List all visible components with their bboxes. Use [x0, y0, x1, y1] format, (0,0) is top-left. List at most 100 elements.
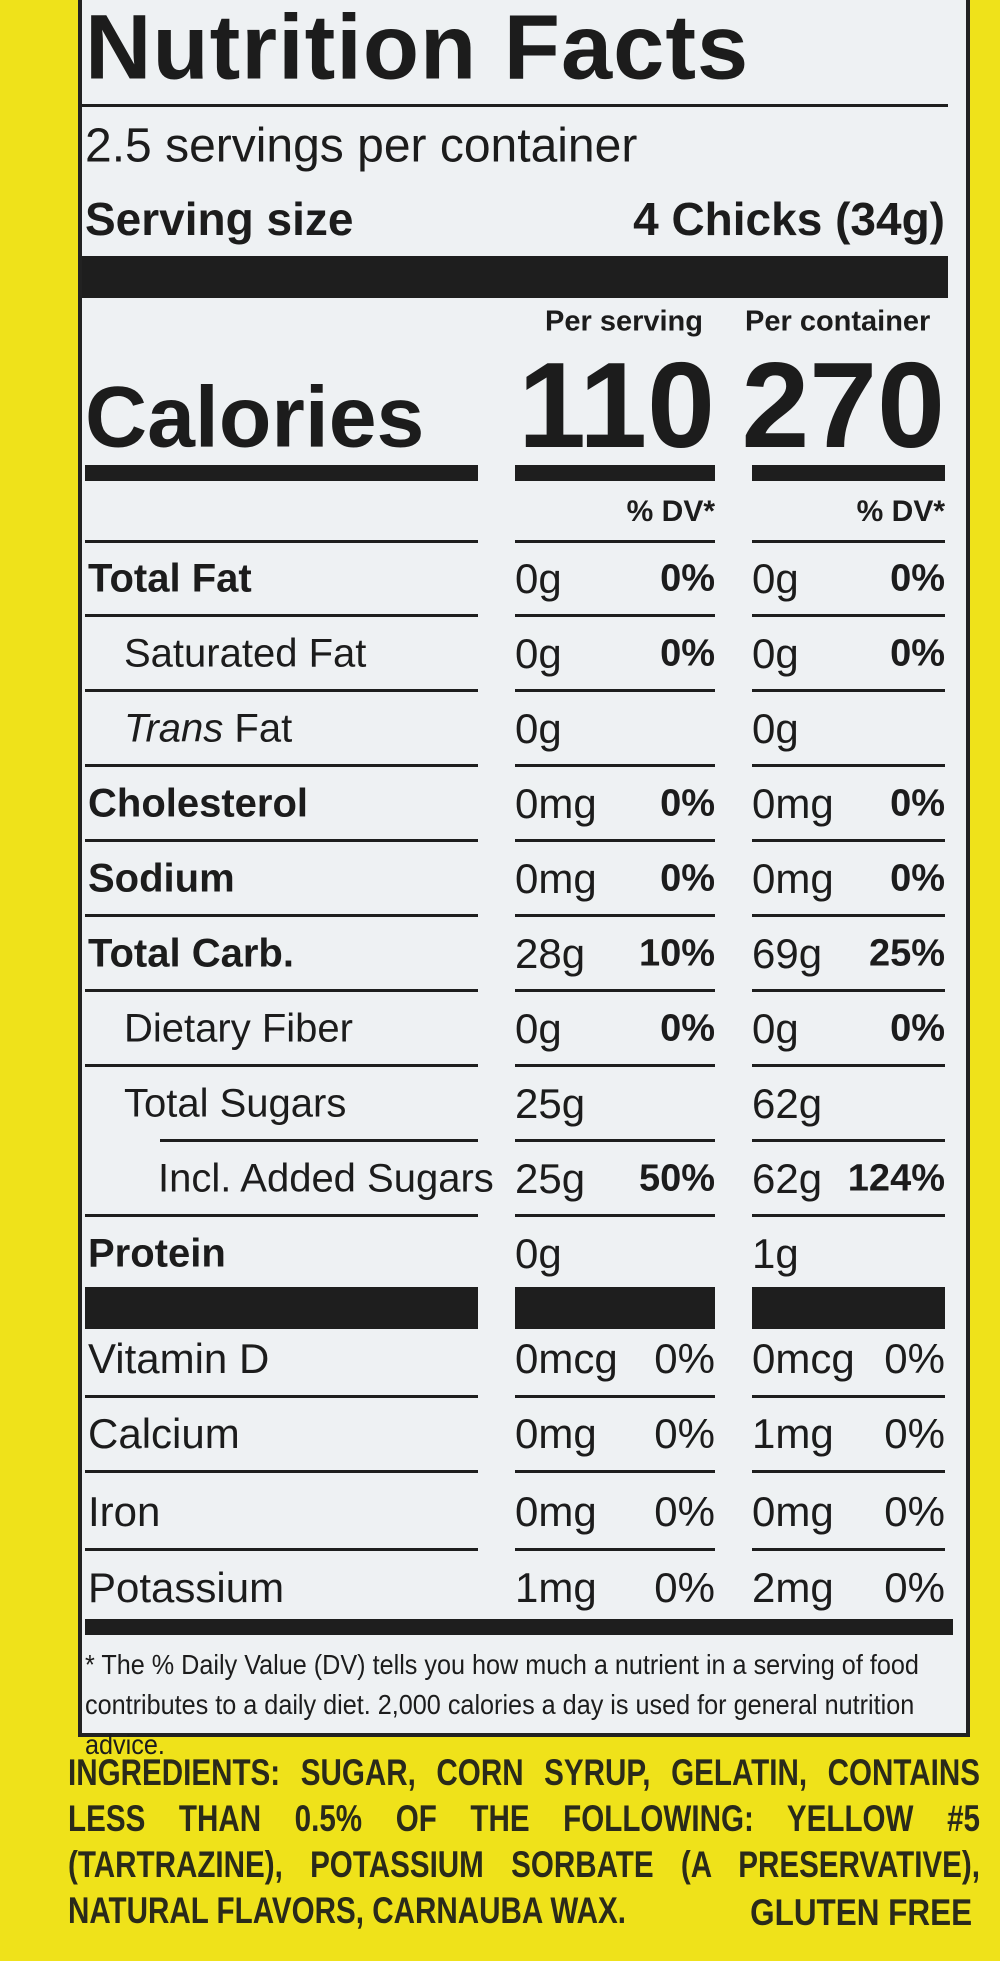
amount: 0g: [515, 705, 562, 752]
amount: 0g: [752, 705, 799, 752]
amount: 0mcg: [752, 1335, 855, 1382]
amount: 0g: [515, 1230, 562, 1277]
dv-header: % DV*: [856, 495, 945, 528]
rule: [85, 1619, 953, 1635]
rule: [515, 1214, 715, 1217]
amount: 0mg: [515, 780, 597, 827]
rule: [752, 914, 945, 917]
nutrient-name: Saturated Fat: [124, 631, 367, 676]
serving-size: 4 Chicks (34g): [633, 193, 945, 245]
daily-value: 0%: [884, 1410, 945, 1457]
column-header: Per container: [745, 305, 931, 338]
nutrient-name: Protein: [88, 1231, 226, 1276]
column-header: Per serving: [545, 305, 703, 338]
daily-value: 0%: [654, 1488, 715, 1535]
footnote: * The % Daily Value (DV) tells you how m…: [85, 1649, 919, 1760]
calories-value: 270: [741, 337, 945, 473]
rule: [85, 1548, 478, 1551]
daily-value: 0%: [660, 1007, 715, 1050]
nutrient-name: Total Fat: [88, 556, 252, 601]
rule: [85, 465, 478, 481]
rule: [515, 1139, 715, 1142]
rule: [752, 839, 945, 842]
rule: [515, 989, 715, 992]
amount: 1mg: [752, 1410, 834, 1457]
amount: 28g: [515, 930, 586, 977]
amount: 0mg: [752, 855, 834, 902]
daily-value: 124%: [847, 1157, 945, 1200]
rule: [515, 1470, 715, 1473]
rule: [752, 614, 945, 617]
thick-rule: [82, 256, 948, 298]
rule: [752, 1548, 945, 1551]
daily-value: 0%: [660, 557, 715, 600]
daily-value: 0%: [890, 782, 945, 825]
daily-value: 0%: [890, 1007, 945, 1050]
daily-value: 0%: [654, 1410, 715, 1457]
ingredients-label: INGREDIENTS:: [68, 1752, 281, 1793]
rule: [515, 839, 715, 842]
rule: [515, 1548, 715, 1551]
daily-value: 0%: [890, 857, 945, 900]
amount: 0g: [515, 555, 562, 602]
rule: [85, 1395, 478, 1398]
daily-value: 0%: [884, 1335, 945, 1382]
amount: 0mg: [515, 1410, 597, 1457]
nutrient-name: Sodium: [88, 856, 235, 901]
daily-value: 0%: [660, 857, 715, 900]
rule: [515, 1064, 715, 1067]
calories-label: Calories: [85, 369, 425, 466]
nutrient-name: Vitamin D: [88, 1335, 270, 1382]
rule: [752, 1064, 945, 1067]
rule: [85, 1064, 478, 1067]
rule: [85, 764, 478, 767]
amount: 69g: [752, 930, 823, 977]
rule: [85, 914, 478, 917]
dv-header: % DV*: [626, 495, 715, 528]
rule: [515, 614, 715, 617]
nutrient-name: Iron: [88, 1488, 161, 1535]
rule: [82, 104, 948, 107]
rule: [752, 989, 945, 992]
rule: [85, 1214, 478, 1217]
rule: [752, 1214, 945, 1217]
rule: [85, 614, 478, 617]
daily-value: 0%: [660, 782, 715, 825]
daily-value: 0%: [654, 1335, 715, 1382]
daily-value: 0%: [654, 1564, 715, 1611]
amount: 0mg: [752, 1488, 834, 1535]
rule: [85, 689, 478, 692]
daily-value: 0%: [660, 632, 715, 675]
rule: [85, 1470, 478, 1473]
rule: [752, 1395, 945, 1398]
thick-rule: [85, 1287, 478, 1329]
serving-size-label: Serving size: [85, 193, 354, 245]
nutrient-name: Incl. Added Sugars: [158, 1156, 494, 1201]
amount: 25g: [515, 1155, 586, 1202]
nutrient-name: Calcium: [88, 1410, 240, 1457]
rule: [752, 1470, 945, 1473]
gluten-free: GLUTEN FREE: [750, 1892, 972, 1933]
servings: 2.5 servings per container: [85, 119, 638, 173]
daily-value: 0%: [884, 1488, 945, 1535]
rule: [752, 764, 945, 767]
name-prefix: Trans: [124, 706, 224, 751]
amount: 62g: [752, 1080, 823, 1127]
rule: [752, 689, 945, 692]
thick-rule: [515, 1287, 715, 1329]
daily-value: 50%: [638, 1157, 715, 1200]
rule: [85, 540, 478, 543]
amount: 0g: [515, 630, 562, 677]
amount: 0mcg: [515, 1335, 618, 1382]
daily-value: 0%: [890, 557, 945, 600]
thick-rule: [752, 1287, 945, 1329]
rule: [515, 914, 715, 917]
daily-value: 25%: [868, 932, 945, 975]
rule: [85, 989, 478, 992]
rule: [515, 1395, 715, 1398]
amount: 0g: [752, 555, 799, 602]
ingredients-text: SUGAR, CORN SYRUP, GELATIN, CONTAINS LES…: [68, 1752, 981, 1931]
title: Nutrition Facts: [85, 0, 750, 99]
amount: 0g: [752, 1005, 799, 1052]
